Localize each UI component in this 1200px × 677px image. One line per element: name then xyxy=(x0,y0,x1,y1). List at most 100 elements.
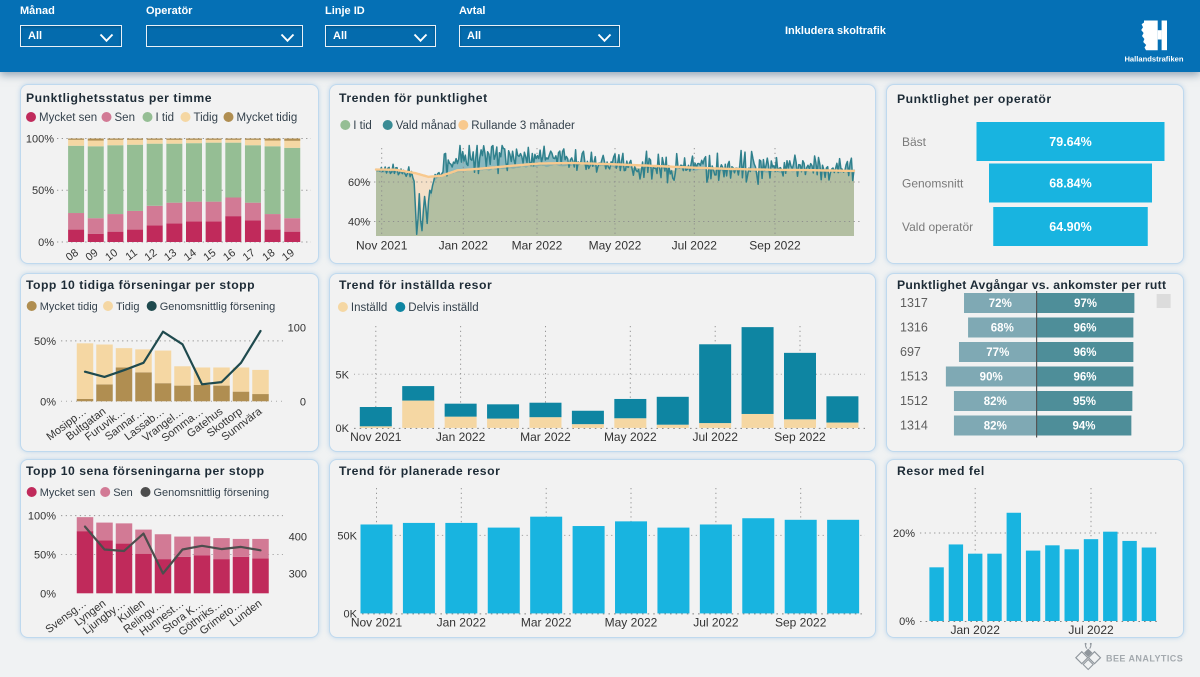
svg-text:Tidig: Tidig xyxy=(193,112,218,124)
svg-text:Topp 10 tidiga förseningar per: Topp 10 tidiga förseningar per stopp xyxy=(26,278,255,292)
svg-text:Nov 2021: Nov 2021 xyxy=(356,239,408,253)
svg-text:Punktlighet Avgångar vs. ankom: Punktlighet Avgångar vs. ankomster per r… xyxy=(897,278,1166,292)
svg-text:Mycket tidig: Mycket tidig xyxy=(236,112,297,124)
svg-text:50%: 50% xyxy=(31,185,53,197)
svg-text:18: 18 xyxy=(260,247,277,264)
svg-text:Mar 2022: Mar 2022 xyxy=(521,615,572,629)
svg-text:13: 13 xyxy=(162,247,179,264)
svg-text:1316: 1316 xyxy=(900,321,928,335)
svg-text:100%: 100% xyxy=(27,511,55,523)
svg-text:90%: 90% xyxy=(980,372,1003,384)
svg-text:Hallandstrafiken: Hallandstrafiken xyxy=(1124,55,1183,64)
svg-text:Mycket sen: Mycket sen xyxy=(39,112,97,124)
svg-text:Jul 2022: Jul 2022 xyxy=(672,239,718,253)
svg-text:20%: 20% xyxy=(893,528,915,540)
svg-text:Tidig: Tidig xyxy=(116,301,139,313)
svg-text:Mycket sen: Mycket sen xyxy=(39,487,95,499)
svg-text:I tid: I tid xyxy=(155,112,174,124)
svg-text:Jan 2022: Jan 2022 xyxy=(439,239,489,253)
svg-text:5K: 5K xyxy=(336,369,350,381)
svg-text:0%: 0% xyxy=(899,616,915,628)
svg-text:Genomsnitt: Genomsnitt xyxy=(902,177,964,191)
svg-text:Punktlighet per operatör: Punktlighet per operatör xyxy=(897,92,1052,106)
svg-text:12: 12 xyxy=(142,247,159,264)
svg-text:0%: 0% xyxy=(38,237,54,249)
svg-text:50%: 50% xyxy=(33,550,55,562)
svg-text:64.90%: 64.90% xyxy=(1049,220,1091,234)
svg-text:79.64%: 79.64% xyxy=(1049,135,1091,149)
svg-text:0K: 0K xyxy=(344,608,358,620)
svg-text:Bäst: Bäst xyxy=(902,135,927,149)
svg-text:Genomsnittlig försening: Genomsnittlig försening xyxy=(159,301,275,313)
svg-text:Sep 2022: Sep 2022 xyxy=(775,615,827,629)
svg-text:Vald månad: Vald månad xyxy=(396,120,457,132)
svg-text:0: 0 xyxy=(299,396,305,408)
svg-text:50%: 50% xyxy=(33,336,55,348)
svg-text:50K: 50K xyxy=(337,530,357,542)
svg-text:Jul 2022: Jul 2022 xyxy=(693,615,739,629)
svg-text:0%: 0% xyxy=(40,588,56,600)
svg-text:96%: 96% xyxy=(1073,347,1096,359)
svg-text:1512: 1512 xyxy=(900,394,928,408)
svg-text:Mycket tidig: Mycket tidig xyxy=(39,301,97,313)
svg-text:Sen: Sen xyxy=(113,487,133,499)
svg-text:14: 14 xyxy=(181,247,198,264)
svg-text:Jul 2022: Jul 2022 xyxy=(1068,623,1114,637)
svg-text:1513: 1513 xyxy=(900,370,928,384)
svg-text:400: 400 xyxy=(288,532,306,544)
svg-text:May 2022: May 2022 xyxy=(604,430,657,444)
svg-text:96%: 96% xyxy=(1073,372,1096,384)
svg-text:Mar 2022: Mar 2022 xyxy=(520,430,571,444)
svg-text:Trend för inställda resor: Trend för inställda resor xyxy=(339,278,492,292)
svg-text:Rullande 3 månader: Rullande 3 månader xyxy=(471,120,575,132)
svg-text:Sep 2022: Sep 2022 xyxy=(774,430,826,444)
svg-text:0%: 0% xyxy=(40,396,56,408)
svg-text:11: 11 xyxy=(123,247,139,263)
svg-text:97%: 97% xyxy=(1074,298,1097,310)
svg-text:72%: 72% xyxy=(989,298,1012,310)
svg-text:100%: 100% xyxy=(25,134,53,146)
svg-text:Jan 2022: Jan 2022 xyxy=(437,615,487,629)
svg-text:I tid: I tid xyxy=(353,120,372,132)
svg-text:82%: 82% xyxy=(984,421,1007,433)
svg-text:Jan 2022: Jan 2022 xyxy=(951,623,1001,637)
svg-text:77%: 77% xyxy=(986,347,1009,359)
svg-text:95%: 95% xyxy=(1073,396,1096,408)
svg-text:Delvis inställd: Delvis inställd xyxy=(408,302,478,314)
svg-text:0K: 0K xyxy=(336,423,350,435)
svg-text:09: 09 xyxy=(83,247,100,264)
svg-text:Mar 2022: Mar 2022 xyxy=(512,239,563,253)
svg-text:94%: 94% xyxy=(1072,421,1095,433)
svg-text:1317: 1317 xyxy=(900,296,928,310)
svg-text:May 2022: May 2022 xyxy=(589,239,642,253)
svg-text:Nov 2021: Nov 2021 xyxy=(350,430,402,444)
svg-text:68.84%: 68.84% xyxy=(1049,177,1091,191)
svg-text:82%: 82% xyxy=(984,396,1007,408)
svg-text:Genomsnittlig försening: Genomsnittlig försening xyxy=(153,487,269,499)
svg-text:16: 16 xyxy=(221,247,238,264)
svg-text:68%: 68% xyxy=(991,323,1014,335)
svg-text:10: 10 xyxy=(103,247,120,264)
svg-text:Trenden för punktlighet: Trenden för punktlighet xyxy=(339,91,488,105)
svg-text:19: 19 xyxy=(280,247,297,264)
svg-text:1314: 1314 xyxy=(900,419,928,433)
svg-text:Inställd: Inställd xyxy=(351,302,387,314)
svg-text:300: 300 xyxy=(288,569,306,581)
svg-text:697: 697 xyxy=(900,345,921,359)
svg-text:Sep 2022: Sep 2022 xyxy=(749,239,801,253)
svg-text:Jul 2022: Jul 2022 xyxy=(693,430,739,444)
svg-text:Jan 2022: Jan 2022 xyxy=(436,430,486,444)
svg-text:Trend för planerade resor: Trend för planerade resor xyxy=(339,464,500,478)
svg-text:Topp 10 sena förseningarna per: Topp 10 sena förseningarna per stopp xyxy=(26,464,265,478)
svg-text:Punktlighetsstatus per timme: Punktlighetsstatus per timme xyxy=(26,91,212,105)
svg-text:Nov 2021: Nov 2021 xyxy=(351,615,403,629)
svg-text:Vald operatör: Vald operatör xyxy=(902,220,973,234)
svg-text:BEE ANALYTICS: BEE ANALYTICS xyxy=(1106,654,1183,664)
svg-text:15: 15 xyxy=(201,247,218,264)
svg-text:08: 08 xyxy=(63,247,80,264)
svg-text:17: 17 xyxy=(240,247,257,264)
svg-text:60%: 60% xyxy=(348,177,370,189)
svg-text:Resor med fel: Resor med fel xyxy=(897,464,985,478)
svg-text:May 2022: May 2022 xyxy=(605,615,658,629)
svg-text:100: 100 xyxy=(287,322,305,334)
